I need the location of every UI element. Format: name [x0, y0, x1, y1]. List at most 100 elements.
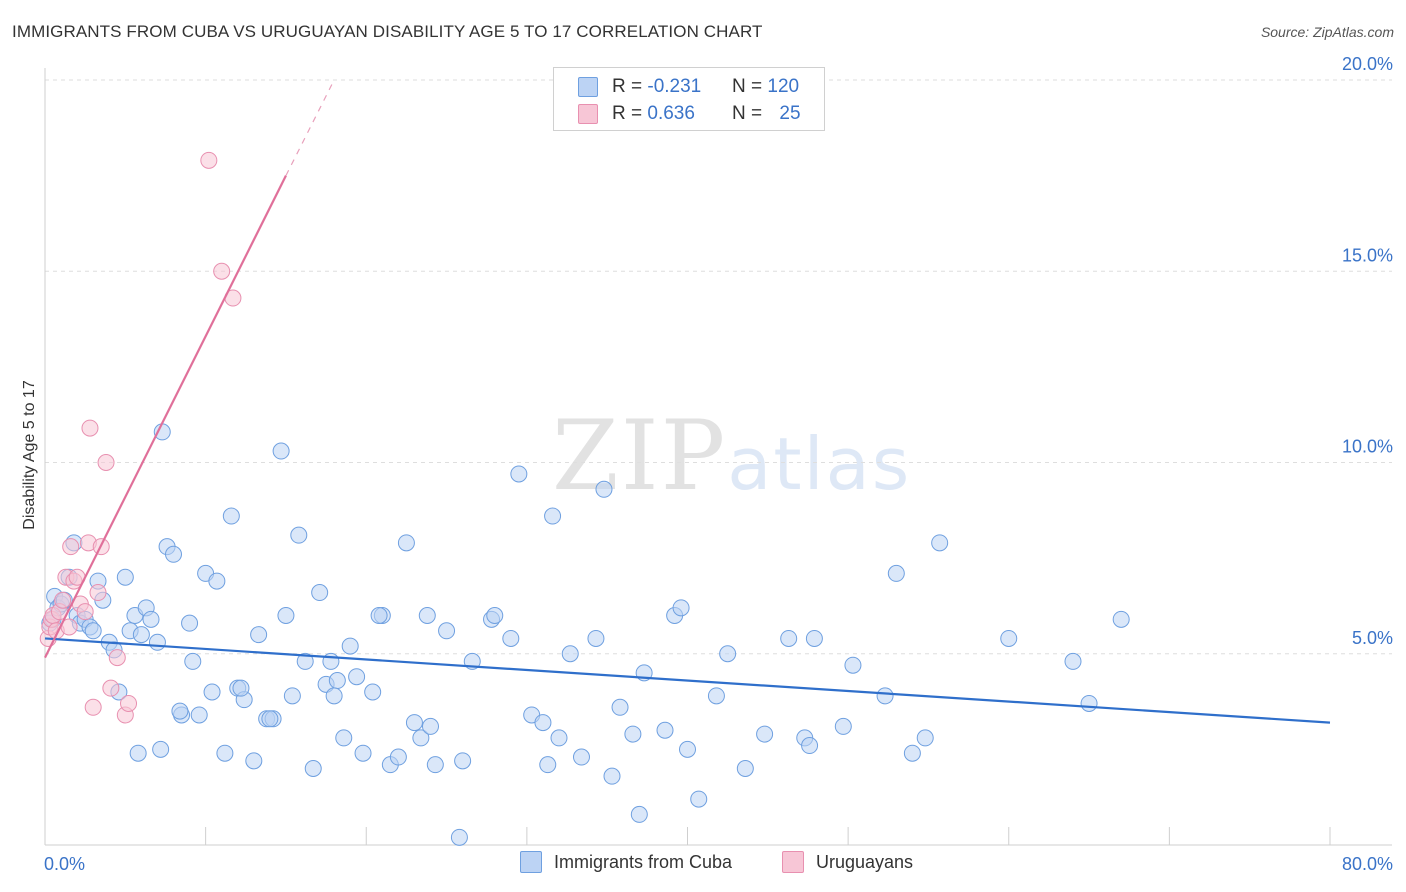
cuba-point	[328, 672, 346, 690]
chart-title: IMMIGRANTS FROM CUBA VS URUGUAYAN DISABI…	[12, 22, 763, 41]
cuba-point	[736, 760, 754, 777]
y-axis-label: Disability Age 5 to 17	[21, 380, 38, 530]
cuba-point	[624, 725, 642, 743]
cuba-point	[450, 828, 468, 846]
cuba-point	[84, 622, 102, 640]
cuba-point	[142, 610, 160, 628]
watermark-zip: ZIP	[552, 400, 728, 512]
source-label: Source: ZipAtlas.com	[1260, 24, 1394, 40]
uruguayan-point	[108, 649, 126, 667]
cuba-point	[277, 607, 295, 624]
legend-row-cuba: R = -0.231 N = 120	[578, 74, 799, 100]
cuba-point	[805, 629, 823, 647]
uruguayan-point	[81, 419, 99, 437]
x-tick-label: 80.0%	[1342, 854, 1393, 874]
uruguayan-point	[76, 603, 94, 621]
legend-r: R = 0.636	[612, 103, 732, 125]
cuba-point	[544, 507, 562, 525]
x-tick-label: 0.0%	[44, 854, 85, 874]
cuba-point	[304, 760, 322, 777]
uruguayan-point	[213, 262, 231, 280]
uruguayan-point	[200, 151, 218, 169]
cuba-point	[844, 656, 862, 674]
cuba-point	[611, 698, 629, 716]
cuba-point	[405, 714, 423, 732]
cuba-point	[603, 767, 621, 785]
legend-swatch-cuba	[578, 77, 598, 97]
cuba-point	[422, 717, 439, 735]
cuba-point	[876, 687, 894, 705]
legend-r-label: R =	[612, 103, 648, 124]
bottom-legend-label-cuba: Immigrants from Cuba	[554, 851, 733, 872]
stats-legend: R = -0.231 N = 120 R = 0.636 N = 25	[553, 67, 825, 131]
cuba-point	[656, 721, 674, 739]
cuba-point	[780, 629, 798, 647]
uruguayan-point	[102, 679, 120, 697]
cuba-point	[887, 564, 905, 582]
cuba-point	[719, 645, 737, 663]
cuba-point	[756, 725, 774, 743]
cuba-point	[208, 572, 226, 590]
legend-n-label: N =	[732, 76, 768, 97]
cuba-point	[283, 687, 301, 705]
uruguayan-point	[89, 584, 107, 602]
legend-r-label: R =	[612, 76, 648, 97]
cuba-point	[341, 637, 359, 655]
legend-swatch-uruguayans	[578, 104, 598, 124]
cuba-point	[539, 756, 557, 774]
cuba-point	[245, 752, 263, 770]
cuba-point	[296, 652, 314, 670]
cuba-trend-line	[44, 637, 1331, 724]
bottom-legend-label-uruguayans: Uruguayans	[816, 851, 914, 872]
cuba-point	[679, 740, 696, 758]
cuba-point	[510, 465, 528, 483]
uruguayan-point	[62, 538, 80, 556]
uruguayan-trend-extension	[285, 79, 335, 176]
cuba-point	[325, 687, 343, 705]
cuba-point	[1112, 610, 1130, 628]
cuba-point	[707, 687, 725, 705]
cuba-point	[335, 729, 353, 747]
legend-n-value: 120	[767, 76, 800, 97]
cuba-point	[550, 729, 568, 747]
cuba-point	[152, 740, 170, 758]
cuba-point	[354, 744, 372, 762]
cuba-point	[364, 683, 382, 701]
bottom-legend-uruguayans[interactable]: Uruguayans	[782, 851, 913, 873]
cuba-point	[690, 790, 708, 808]
uruguayan-trend-line	[44, 175, 287, 659]
cuba-point	[801, 737, 819, 755]
cuba-point	[216, 744, 234, 762]
cuba-point	[397, 534, 415, 552]
cuba-point	[129, 744, 147, 762]
cuba-point	[290, 526, 308, 544]
legend-n: N = 120	[732, 76, 799, 98]
cuba-point	[1080, 694, 1098, 712]
cuba-point	[171, 702, 189, 720]
bottom-legend-swatch-uruguayans	[782, 851, 804, 873]
y-tick-label: 5.0%	[1352, 628, 1393, 648]
cuba-point	[672, 599, 690, 617]
cuba-point	[418, 607, 436, 624]
legend-n-value: 25	[779, 103, 801, 124]
cuba-point	[903, 744, 921, 762]
cuba-point	[132, 626, 150, 644]
legend-n-label: N =	[732, 103, 768, 124]
cuba-point	[916, 729, 934, 747]
cuba-point	[1000, 629, 1018, 647]
bottom-legend: Immigrants from Cuba Uruguayans	[0, 851, 1406, 879]
y-tick-label: 20.0%	[1342, 54, 1393, 74]
cuba-point	[572, 748, 590, 766]
cuba-point	[311, 584, 329, 602]
uruguayan-point	[120, 694, 138, 712]
uruguayan-point	[84, 698, 102, 716]
cuba-point	[834, 717, 852, 735]
bottom-legend-cuba[interactable]: Immigrants from Cuba	[520, 851, 732, 873]
uruguayan-point	[97, 454, 115, 471]
cuba-point	[232, 679, 250, 697]
cuba-point	[190, 706, 208, 724]
cuba-point	[148, 633, 166, 651]
y-tick-label: 15.0%	[1342, 245, 1393, 265]
cuba-point	[412, 729, 430, 747]
